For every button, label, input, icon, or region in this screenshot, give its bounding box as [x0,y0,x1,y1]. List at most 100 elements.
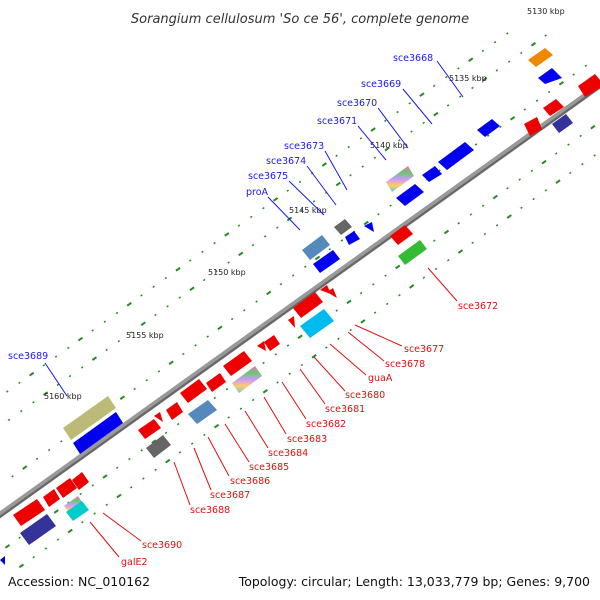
gene-block[interactable] [327,288,337,298]
gene-label[interactable]: sce3677 [404,344,444,355]
gene-label[interactable]: sce3687 [210,490,250,501]
gene-block[interactable] [300,309,334,338]
gene-label[interactable]: sce3684 [268,448,308,459]
ruler-dot [584,64,588,68]
ruler-dot [312,200,316,203]
gene-block[interactable] [543,99,564,116]
ruler-dot [68,374,72,378]
ruler-dot [164,276,168,280]
gene-label[interactable]: sce3674 [266,156,306,167]
ruler-dot [495,224,499,227]
gene-block[interactable] [154,412,163,422]
gene-block[interactable] [524,117,542,136]
gene-block[interactable] [146,435,171,458]
ruler-dot [445,75,448,79]
ruler-dot [54,355,58,358]
gene-label[interactable]: sce3668 [393,53,433,64]
gene-block[interactable] [43,489,60,507]
gene-label[interactable]: sce3688 [190,505,230,516]
gene-label[interactable]: sce3686 [230,476,270,487]
gene-block[interactable] [334,219,352,235]
gene-block[interactable] [528,48,553,67]
gene-block[interactable] [398,240,427,265]
ruler-dot [384,146,390,152]
gene-label[interactable]: sce3682 [306,419,346,430]
gene-block[interactable] [302,235,330,260]
gene-block[interactable] [538,68,562,84]
gene-label[interactable]: galE2 [121,557,148,568]
gene-block[interactable] [257,341,266,351]
gene-label[interactable]: sce3683 [287,434,327,445]
gene-label[interactable]: sce3672 [458,301,498,312]
ruler-dot [300,209,303,212]
ruler-dot [194,344,197,347]
ruler-dot [178,451,182,454]
gene-block[interactable] [232,366,262,393]
gene-label[interactable]: sce3669 [361,79,401,90]
ruler-dot [80,366,84,369]
gene-block[interactable] [20,514,56,545]
gene-block[interactable] [206,373,226,392]
gene-block[interactable] [345,231,360,245]
gene-label[interactable]: guaA [368,373,393,384]
gene-block[interactable] [288,316,295,328]
reverse-genes [13,74,600,545]
ruler-dot [469,213,473,216]
reverse-leaders [89,267,458,558]
gene-block[interactable] [396,184,424,206]
gene-block[interactable] [180,379,207,403]
gene-label[interactable]: sce3678 [385,359,425,370]
gene-block[interactable] [364,222,374,232]
gene-block[interactable] [56,478,77,498]
ruler-dot [213,396,217,400]
ruler-dot [79,492,82,496]
ruler-dot [395,264,401,270]
gene-block[interactable] [63,396,116,440]
gene-block[interactable] [293,292,323,318]
gene-block[interactable] [477,119,500,137]
gene-block[interactable] [166,402,183,420]
gene-label[interactable]: proA [246,187,269,198]
gene-label[interactable]: sce3673 [284,141,324,152]
ruler-dot [506,187,509,190]
gene-block[interactable] [64,496,84,514]
gene-block[interactable] [13,499,45,526]
gene-label[interactable]: sce3690 [142,540,182,551]
gene-block[interactable] [188,400,217,424]
ruler-dot [457,67,460,70]
forward-gene-labels: sce3668 sce3669 sce3670 sce3671 sce3673 … [8,53,433,362]
gene-label[interactable]: sce3675 [248,171,288,182]
gene-block[interactable] [73,412,123,454]
gene-block[interactable] [386,166,414,192]
gene-label[interactable]: sce3670 [337,98,377,109]
ruler-dot [360,319,366,324]
ruler-dot [523,108,527,111]
ruler-dot [105,503,109,506]
gene-block[interactable] [223,351,252,376]
forward-leaders [44,60,464,397]
gene-block[interactable] [438,142,474,170]
gene-block[interactable] [72,472,89,490]
gene-label[interactable]: sce3689 [8,351,48,362]
gene-block[interactable] [422,166,442,182]
gene-block[interactable] [578,74,600,97]
gene-block[interactable] [264,335,280,351]
gene-label[interactable]: sce3681 [325,404,365,415]
ruler-dot [555,152,558,155]
gene-block[interactable] [66,501,89,521]
ruler-dot [227,261,230,264]
gene-block[interactable] [552,114,573,133]
ruler-dot [304,265,307,268]
gene-block[interactable] [0,556,5,565]
ruler-dot [492,194,498,200]
gene-label[interactable]: sce3671 [317,116,357,127]
ruler-dot [142,477,145,480]
ruler-dot [572,73,575,76]
ruler-dot [468,57,474,62]
gene-block[interactable] [390,225,413,245]
gene-label[interactable]: sce3685 [249,462,289,473]
gene-block[interactable] [138,419,161,439]
gene-block[interactable] [313,250,340,273]
ruler-dot [276,381,279,384]
gene-label[interactable]: sce3680 [345,390,385,401]
